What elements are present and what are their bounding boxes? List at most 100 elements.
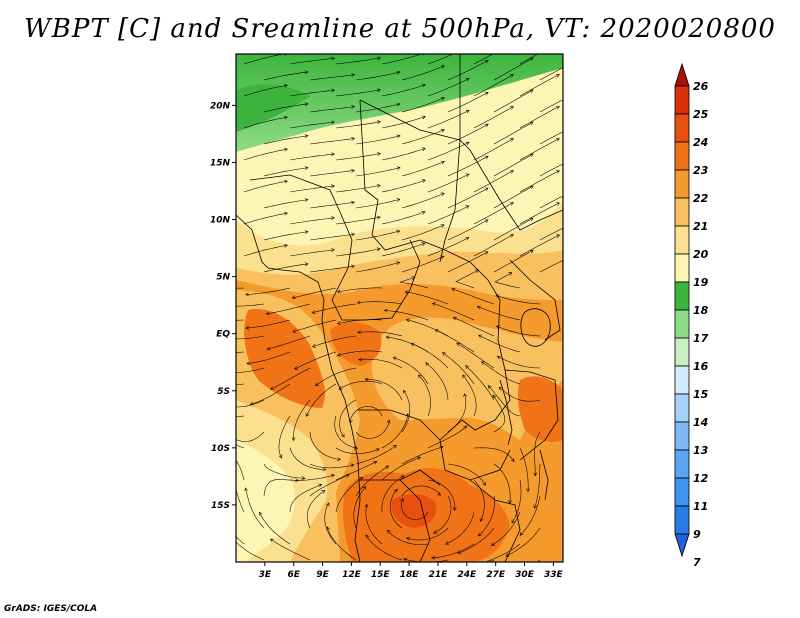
streamline-arrow — [294, 366, 299, 370]
streamline — [473, 74, 514, 97]
streamline — [401, 161, 445, 177]
streamline-arrow — [484, 187, 489, 192]
streamline-arrow — [284, 54, 287, 56]
colorbar-box — [674, 169, 690, 199]
streamline-arrow — [478, 532, 482, 537]
streamline — [505, 527, 541, 557]
streamline-arrow — [392, 356, 397, 361]
streamline — [447, 393, 467, 433]
streamline-arrow — [392, 444, 397, 449]
lon-tick-label: 15E — [371, 570, 391, 580]
streamline-arrow — [529, 250, 534, 254]
map-title: WBPT [C] and Sreamline at 500hPa, VT: 20… — [24, 14, 776, 44]
streamline-arrow — [431, 302, 436, 306]
streamline-arrow — [199, 283, 202, 286]
streamline-arrow — [526, 488, 531, 493]
streamline — [243, 116, 288, 129]
streamline-arrow — [284, 243, 288, 248]
streamline — [263, 167, 309, 177]
streamline-arrow — [509, 74, 514, 78]
streamline — [381, 211, 426, 225]
streamline — [381, 475, 405, 513]
streamline-arrow — [556, 42, 560, 45]
streamline — [403, 558, 449, 562]
streamline-arrow — [358, 357, 363, 362]
streamline — [338, 380, 383, 390]
streamline — [236, 541, 265, 561]
streamline — [335, 248, 381, 257]
streamline — [358, 358, 403, 369]
streamline-arrow — [396, 166, 401, 171]
streamline — [451, 288, 495, 305]
streamline — [266, 303, 311, 315]
border-lake-victoria — [520, 308, 551, 347]
grads-credit: GrADS: IGES/COLA — [4, 604, 98, 614]
streamline-arrow — [351, 264, 355, 269]
streamline — [401, 97, 445, 113]
streamline-arrow — [351, 232, 355, 237]
streamline — [381, 148, 426, 161]
streamline-arrow — [351, 105, 356, 109]
streamline-arrow — [529, 217, 534, 222]
streamline-arrow — [336, 321, 341, 325]
streamline-arrow — [259, 511, 263, 516]
colorbar-bottom-arrow — [674, 533, 690, 558]
streamline — [243, 212, 288, 225]
colorbar-label: 18 — [693, 304, 709, 317]
streamline-arrow — [508, 500, 512, 505]
streamline-arrow — [509, 106, 514, 110]
colorbar-label: 9 — [693, 528, 701, 541]
streamline — [418, 374, 431, 417]
country-borders — [236, 54, 563, 562]
wbpt-field — [236, 54, 563, 562]
streamline — [493, 153, 534, 177]
lon-tick-label: 24E — [457, 570, 477, 580]
latitude-axis: 20N 15N 10N 5N EQ 5S 10S 15S — [210, 101, 236, 511]
streamline-arrow — [466, 46, 470, 49]
streamline — [493, 463, 511, 504]
streamline-arrow — [305, 412, 310, 417]
streamline-arrow — [284, 211, 288, 216]
streamline-arrow — [304, 102, 309, 107]
streamline — [309, 201, 355, 209]
streamline — [337, 287, 383, 293]
streamline-arrow — [405, 413, 410, 418]
streamline-arrow — [509, 234, 514, 238]
streamline-arrow — [318, 483, 323, 488]
streamline — [381, 242, 425, 257]
colorbar-box — [674, 141, 690, 171]
streamline-arrow — [376, 88, 381, 93]
streamline-arrow — [433, 530, 438, 534]
streamline — [539, 163, 563, 177]
streamline — [245, 487, 265, 529]
streamline-arrow — [245, 325, 250, 330]
streamline-arrow — [311, 310, 316, 314]
border-lake-tanganyika — [499, 379, 513, 446]
streamline-arrow — [439, 445, 444, 450]
lat-tick-label: 5S — [217, 387, 230, 397]
colorbar-label: 23 — [693, 164, 709, 177]
lon-tick-label: 27E — [486, 570, 506, 580]
streamline — [431, 543, 475, 559]
streamline-arrow — [440, 97, 445, 101]
streamline — [447, 219, 489, 241]
streamline — [457, 527, 495, 554]
streamline-arrow — [465, 109, 470, 114]
streamline — [447, 187, 489, 209]
colorbar-label: 15 — [693, 388, 709, 401]
streamline — [289, 249, 335, 257]
map-frame — [235, 53, 564, 563]
lat-tick-label: 20N — [210, 101, 231, 111]
streamline-arrow — [354, 445, 359, 450]
streamline — [539, 99, 563, 113]
colorbar-label: 24 — [693, 136, 708, 149]
streamline-arrow — [304, 70, 309, 75]
colorbar-label: 20 — [693, 248, 709, 261]
streamline-arrow — [396, 70, 401, 75]
streamline — [473, 479, 485, 522]
streamline — [381, 84, 426, 97]
streamline — [355, 262, 400, 273]
lat-tick-label: 10S — [211, 444, 230, 454]
streamline — [519, 234, 560, 257]
streamline-arrow — [510, 43, 514, 46]
